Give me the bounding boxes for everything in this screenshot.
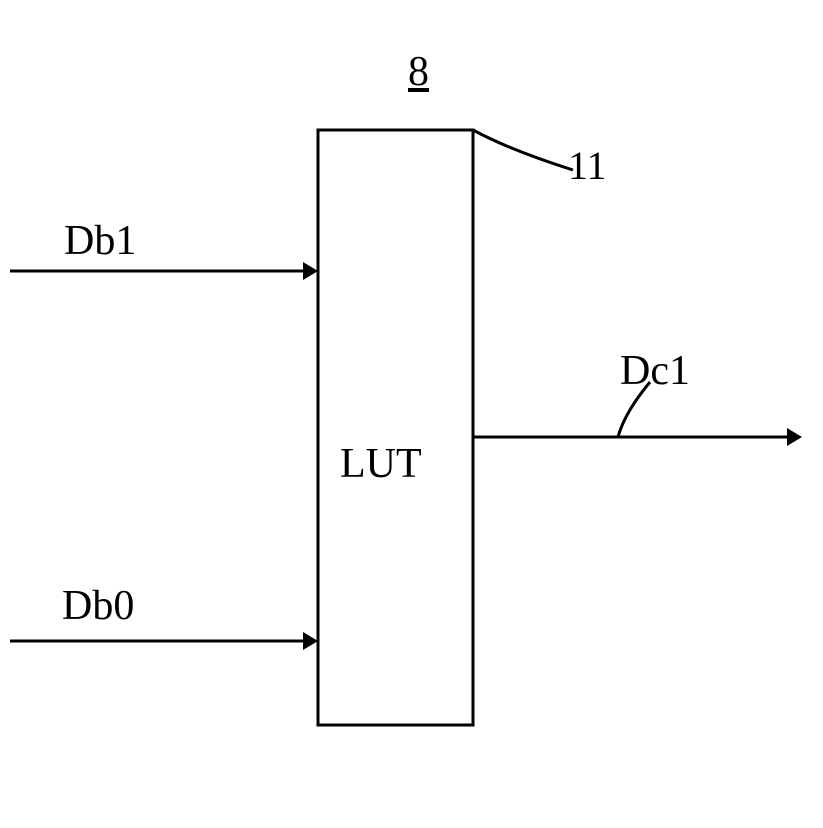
- block-label: LUT: [340, 440, 422, 488]
- output-label-0: Dc1: [620, 347, 690, 395]
- input-label-0: Db1: [64, 217, 136, 265]
- reference-number: 11: [568, 142, 607, 189]
- diagram-canvas: [0, 0, 823, 828]
- input-label-1: Db0: [62, 582, 134, 630]
- figure-number: 8: [408, 48, 429, 96]
